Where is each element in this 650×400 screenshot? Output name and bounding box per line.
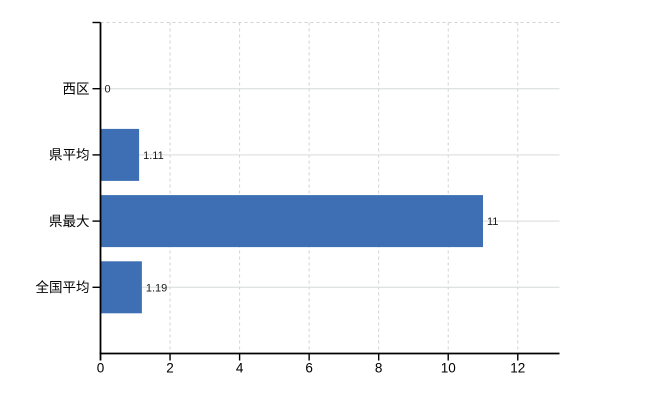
value-label: 1.11 (143, 150, 164, 162)
x-tick-label: 8 (375, 361, 383, 376)
value-label: 0 (105, 84, 111, 96)
x-tick-label: 10 (441, 361, 456, 376)
value-label: 1.19 (146, 282, 167, 294)
x-tick-label: 4 (236, 361, 244, 376)
x-tick-label: 12 (510, 361, 525, 376)
x-tick-label: 0 (97, 361, 105, 376)
category-label: 県平均 (49, 148, 90, 163)
value-label: 11 (487, 216, 498, 228)
x-tick-label: 2 (166, 361, 174, 376)
category-label: 県最大 (49, 214, 90, 229)
bar-3 (100, 261, 142, 314)
category-label: 西区 (63, 82, 90, 97)
bar-2 (100, 195, 483, 248)
category-label: 全国平均 (36, 279, 90, 295)
bar-1 (100, 128, 140, 181)
x-tick-label: 6 (305, 361, 313, 376)
